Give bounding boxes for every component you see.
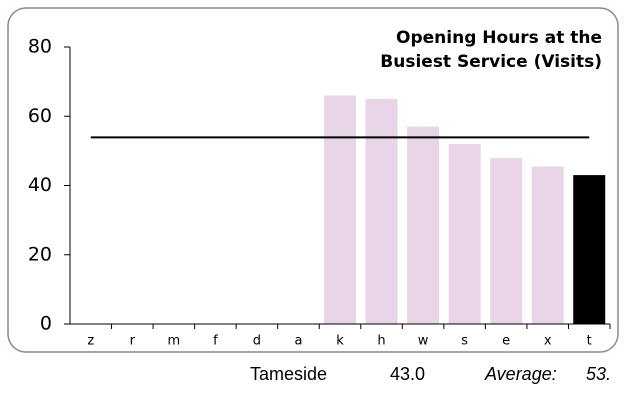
chart: Opening Hours at the Busiest Service (Vi… bbox=[7, 7, 619, 353]
bar bbox=[531, 166, 564, 324]
x-tick-label: t bbox=[587, 334, 592, 349]
x-tick-label: x bbox=[544, 334, 552, 349]
y-tick-label: 60 bbox=[28, 105, 52, 127]
bar bbox=[407, 126, 440, 324]
chart-title: Busiest Service (Visits) bbox=[380, 52, 602, 72]
x-tick-label: d bbox=[253, 334, 261, 349]
x-tick-label: h bbox=[377, 334, 385, 349]
y-tick-label: 80 bbox=[28, 36, 52, 58]
x-tick-label: w bbox=[418, 334, 429, 349]
footer-average-value: 53. bbox=[586, 364, 612, 384]
bar bbox=[490, 157, 523, 324]
x-tick-label: e bbox=[502, 334, 510, 349]
footer-value: 43.0 bbox=[390, 364, 426, 384]
bar bbox=[448, 143, 481, 324]
y-tick-label: 20 bbox=[28, 243, 52, 265]
x-tick-label: k bbox=[336, 334, 344, 349]
bar bbox=[324, 95, 356, 324]
y-tick-label: 0 bbox=[40, 313, 52, 335]
x-tick-label: f bbox=[213, 334, 218, 349]
x-tick-label: z bbox=[87, 334, 94, 349]
x-tick-label: m bbox=[168, 334, 181, 349]
chart-title: Opening Hours at the bbox=[396, 28, 602, 48]
footer-average-label: Average: bbox=[485, 364, 557, 384]
footer-label: Tameside bbox=[250, 364, 328, 384]
bar bbox=[365, 98, 398, 324]
x-tick-label: r bbox=[130, 334, 136, 349]
bar bbox=[573, 175, 606, 324]
x-tick-label: a bbox=[294, 334, 302, 349]
y-tick-label: 40 bbox=[28, 174, 52, 196]
x-tick-label: s bbox=[461, 334, 468, 349]
